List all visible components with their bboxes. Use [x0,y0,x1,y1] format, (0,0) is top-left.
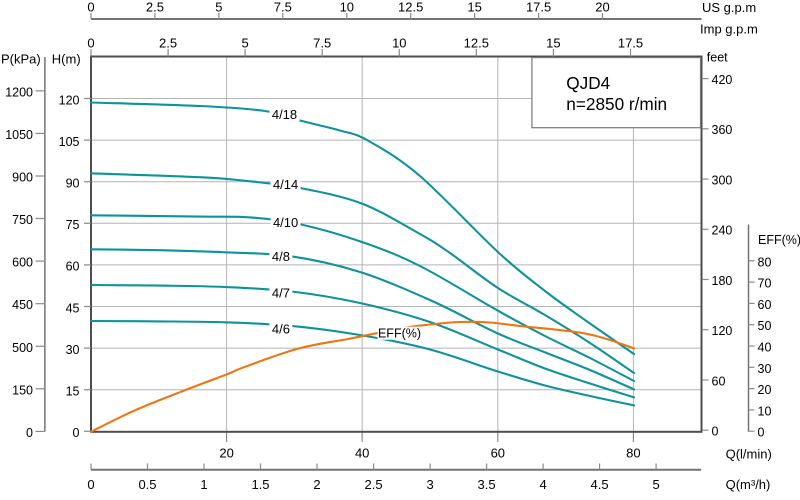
svg-text:5: 5 [652,477,659,492]
svg-text:4.5: 4.5 [591,477,609,492]
svg-text:15: 15 [467,0,481,15]
svg-text:40: 40 [355,446,369,461]
svg-text:300: 300 [712,173,733,187]
svg-text:180: 180 [712,274,733,288]
svg-text:50: 50 [758,319,772,333]
svg-text:Imp g.p.m: Imp g.p.m [700,22,758,37]
svg-text:12.5: 12.5 [464,36,489,51]
svg-text:75: 75 [66,218,80,232]
svg-text:15: 15 [546,36,560,51]
svg-text:1: 1 [200,477,207,492]
svg-text:n=2850 r/min: n=2850 r/min [566,94,667,114]
svg-text:3.5: 3.5 [478,477,496,492]
svg-text:1050: 1050 [5,128,33,142]
svg-text:1200: 1200 [5,85,33,99]
svg-text:900: 900 [12,171,33,185]
svg-text:90: 90 [66,177,80,191]
svg-text:60: 60 [758,298,772,312]
svg-text:45: 45 [66,301,80,315]
svg-text:150: 150 [12,383,33,397]
svg-text:2.5: 2.5 [146,0,164,15]
svg-text:105: 105 [59,135,80,149]
svg-text:5: 5 [241,36,248,51]
svg-text:0: 0 [73,426,80,440]
svg-text:80: 80 [758,255,772,269]
svg-text:QJD4: QJD4 [566,73,610,93]
svg-text:P(kPa): P(kPa) [1,52,41,67]
svg-text:30: 30 [66,343,80,357]
svg-text:17.5: 17.5 [618,36,643,51]
svg-text:4/7: 4/7 [272,285,290,300]
svg-text:500: 500 [12,341,33,355]
svg-text:H(m): H(m) [52,52,81,67]
svg-text:420: 420 [712,73,733,87]
svg-text:4/10: 4/10 [273,215,298,230]
svg-text:20: 20 [758,383,772,397]
svg-text:2.5: 2.5 [365,477,383,492]
svg-text:0: 0 [712,425,719,439]
svg-text:4/14: 4/14 [273,177,298,192]
svg-text:60: 60 [712,374,726,388]
svg-text:17.5: 17.5 [526,0,551,15]
svg-text:20: 20 [219,446,233,461]
svg-text:0: 0 [758,426,765,440]
svg-text:3: 3 [426,477,433,492]
svg-text:4/6: 4/6 [272,322,290,337]
svg-text:15: 15 [66,385,80,399]
svg-text:10: 10 [340,0,354,15]
svg-text:60: 60 [491,446,505,461]
svg-text:600: 600 [12,256,33,270]
svg-text:0: 0 [87,477,94,492]
svg-text:10: 10 [392,36,406,51]
svg-text:US g.p.m: US g.p.m [702,0,756,15]
svg-text:7.5: 7.5 [313,36,331,51]
svg-text:1.5: 1.5 [251,477,269,492]
svg-text:EFF(%): EFF(%) [378,327,421,341]
svg-text:5: 5 [215,0,222,15]
svg-text:240: 240 [712,224,733,238]
svg-text:120: 120 [59,93,80,107]
svg-text:EFF(%): EFF(%) [758,233,800,247]
svg-text:feet: feet [707,51,728,65]
svg-text:Q(m³/h): Q(m³/h) [726,477,771,492]
svg-text:30: 30 [758,362,772,376]
svg-text:12.5: 12.5 [398,0,423,15]
svg-text:70: 70 [758,277,772,291]
svg-text:0.5: 0.5 [138,477,156,492]
svg-text:4/8: 4/8 [272,249,290,264]
svg-text:750: 750 [12,213,33,227]
svg-text:120: 120 [712,324,733,338]
svg-text:7.5: 7.5 [274,0,292,15]
svg-text:2: 2 [313,477,320,492]
svg-text:360: 360 [712,123,733,137]
svg-text:2.5: 2.5 [159,36,177,51]
svg-text:0: 0 [87,36,94,51]
svg-text:10: 10 [758,404,772,418]
svg-text:0: 0 [87,0,94,15]
svg-text:4/18: 4/18 [272,107,297,122]
svg-text:80: 80 [626,446,640,461]
svg-text:40: 40 [758,341,772,355]
svg-text:20: 20 [595,0,609,15]
svg-text:60: 60 [66,260,80,274]
svg-text:4: 4 [539,477,546,492]
svg-text:0: 0 [26,426,33,440]
svg-text:450: 450 [12,298,33,312]
svg-text:Q(l/min): Q(l/min) [726,447,772,462]
